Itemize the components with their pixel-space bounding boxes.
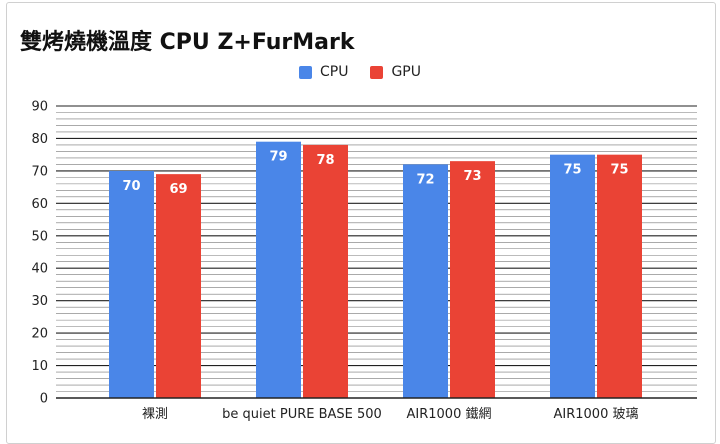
y-tick-label: 30 bbox=[31, 294, 48, 309]
chart-title: 雙烤燒機溫度 CPU Z+FurMark bbox=[20, 30, 355, 55]
bar-gpu-2 bbox=[450, 161, 495, 398]
y-tick-label: 70 bbox=[31, 164, 48, 179]
y-tick-label: 80 bbox=[31, 132, 48, 147]
y-tick-label: 90 bbox=[31, 100, 48, 115]
x-category-label: be quiet PURE BASE 500 bbox=[222, 407, 382, 422]
data-label-gpu-2: 73 bbox=[463, 169, 481, 184]
bar-gpu-1 bbox=[303, 144, 348, 398]
data-label-gpu-0: 69 bbox=[169, 182, 187, 197]
legend-item-gpu[interactable]: GPU bbox=[370, 64, 421, 80]
bar-gpu-3 bbox=[597, 154, 642, 398]
legend-swatch-cpu bbox=[298, 65, 312, 79]
y-tick-label: 10 bbox=[31, 359, 48, 374]
legend-item-cpu[interactable]: CPU bbox=[298, 64, 349, 80]
data-label-cpu-1: 79 bbox=[269, 150, 287, 165]
data-label-gpu-1: 78 bbox=[316, 153, 334, 168]
data-label-gpu-3: 75 bbox=[610, 163, 628, 178]
data-label-cpu-2: 72 bbox=[416, 172, 434, 187]
data-label-cpu-0: 70 bbox=[122, 179, 140, 194]
data-label-cpu-3: 75 bbox=[563, 163, 581, 178]
y-tick-label: 50 bbox=[31, 229, 48, 244]
bar-cpu-0 bbox=[109, 170, 154, 398]
x-category-label: AIR1000 玻璃 bbox=[554, 407, 639, 422]
bar-cpu-2 bbox=[403, 164, 448, 398]
y-tick-label: 0 bbox=[40, 392, 48, 407]
bar-cpu-3 bbox=[550, 154, 595, 398]
legend-label-cpu: CPU bbox=[319, 64, 349, 80]
y-tick-label: 60 bbox=[31, 197, 48, 212]
y-tick-label: 20 bbox=[31, 327, 48, 342]
x-category-label: AIR1000 鐵網 bbox=[407, 406, 492, 422]
bar-gpu-0 bbox=[156, 174, 201, 398]
y-tick-label: 40 bbox=[31, 262, 48, 277]
legend-label-gpu: GPU bbox=[391, 64, 421, 80]
legend: CPU GPU bbox=[0, 64, 720, 80]
bar-cpu-1 bbox=[256, 141, 301, 398]
x-category-label: 裸測 bbox=[142, 407, 168, 422]
legend-swatch-gpu bbox=[370, 65, 384, 79]
